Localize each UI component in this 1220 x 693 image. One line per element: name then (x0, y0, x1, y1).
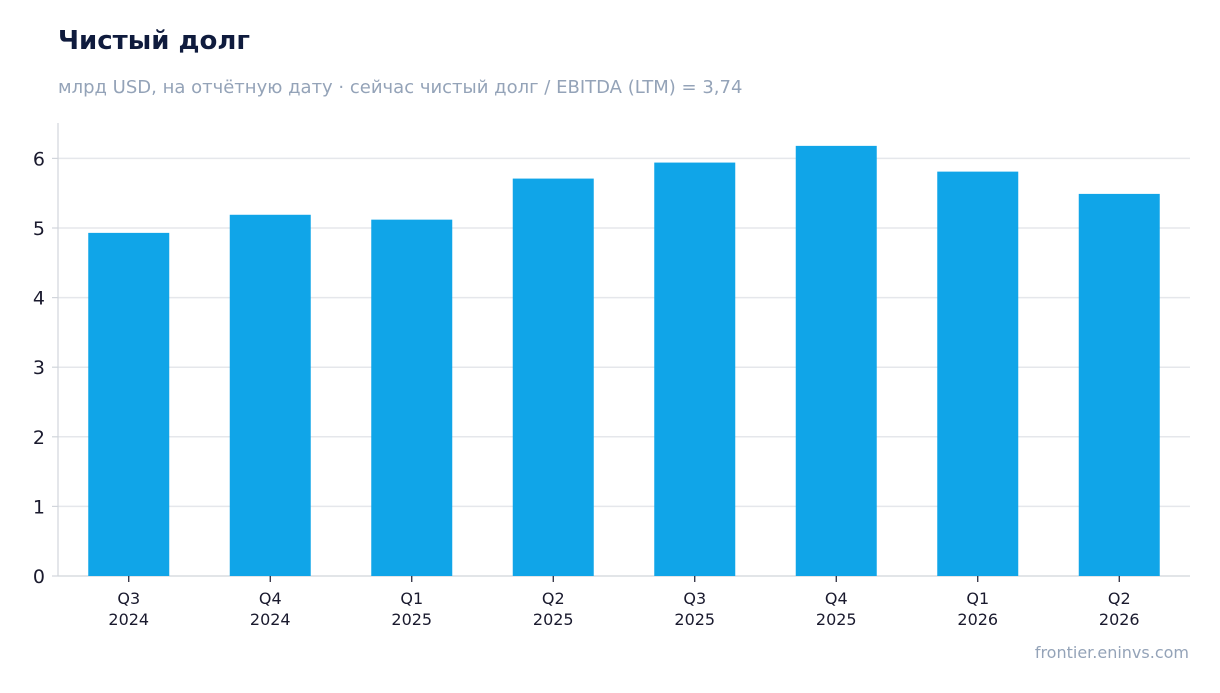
x-tick-label-quarter: Q3 (683, 589, 706, 608)
bar (795, 145, 877, 576)
x-tick-label-quarter: Q4 (259, 589, 282, 608)
axes (52, 123, 1190, 582)
x-tick-label-year: 2025 (816, 610, 857, 629)
bar (937, 171, 1019, 576)
y-tick-label: 2 (33, 427, 45, 449)
y-tick-label: 4 (33, 288, 45, 310)
x-tick-label-year: 2026 (1099, 610, 1140, 629)
y-tick-labels: 0 1 2 3 4 5 6 (33, 148, 45, 588)
y-tick-label: 0 (33, 566, 45, 588)
x-tick-labels: Q3 2024 Q4 2024 Q1 2025 Q2 2025 Q3 2025 Q4 2025 Q1 20… (108, 589, 1139, 629)
bar (512, 178, 594, 577)
y-tick-label: 3 (33, 357, 45, 379)
x-tick-label-year: 2025 (674, 610, 715, 629)
x-tick-label-quarter: Q1 (966, 589, 989, 608)
source-credit: frontier.eninvs.com (1034, 643, 1189, 662)
gridlines (58, 157, 1190, 508)
bar (371, 219, 453, 576)
x-tick-label-year: 2025 (533, 610, 574, 629)
bar (88, 232, 170, 576)
x-tick-label-year: 2026 (957, 610, 998, 629)
x-tick-label-year: 2024 (250, 610, 291, 629)
bar (654, 162, 736, 577)
x-tick-label-quarter: Q4 (825, 589, 848, 608)
x-tick-label-year: 2024 (108, 610, 149, 629)
x-tick-label-quarter: Q1 (400, 589, 423, 608)
x-tick-label-quarter: Q3 (117, 589, 140, 608)
x-tick-label-year: 2025 (391, 610, 432, 629)
y-tick-label: 1 (33, 496, 45, 518)
x-tick-label-quarter: Q2 (1108, 589, 1131, 608)
bar (229, 214, 311, 576)
chart-subtitle: млрд USD, на отчётную дату · сейчас чист… (58, 77, 743, 98)
y-tick-label: 6 (33, 148, 45, 170)
bar (1078, 193, 1160, 576)
x-tick-label-quarter: Q2 (542, 589, 565, 608)
bars (88, 145, 1160, 577)
y-tick-label: 5 (33, 218, 45, 240)
chart-title: Чистый долг (58, 26, 250, 56)
